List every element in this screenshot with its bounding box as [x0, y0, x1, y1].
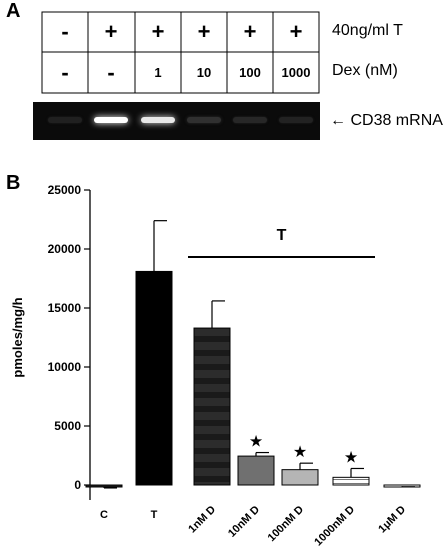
treatment-cell: + — [151, 19, 165, 44]
gel-band-label: ← CD38 mRNA — [330, 112, 443, 130]
gel-band — [94, 117, 128, 123]
gel-band — [187, 117, 221, 123]
significance-star: ★ — [344, 449, 358, 466]
bar — [237, 455, 275, 486]
bar — [332, 476, 370, 486]
treatment-cell: + — [104, 19, 118, 44]
x-tick-label: T — [151, 509, 158, 521]
mrna-label: CD38 mRNA — [350, 112, 443, 129]
bar — [281, 469, 319, 486]
gel-band — [279, 117, 313, 123]
x-tick-label: 1nM D — [186, 504, 218, 536]
y-tick-label: 20000 — [48, 242, 82, 256]
treatment-cell: - — [61, 19, 69, 44]
x-tick-label: 10nM D — [226, 504, 262, 540]
x-tick-label: 100nM D — [266, 504, 307, 545]
gel-band — [141, 117, 175, 123]
y-tick-label: 10000 — [48, 360, 82, 374]
y-tick-label: 0 — [74, 478, 81, 492]
bracket-label: T — [277, 227, 287, 244]
treatment-cell: + — [197, 19, 211, 44]
panel-a-table-grid — [41, 11, 320, 94]
significance-star: ★ — [293, 444, 307, 461]
dex-cell: 1 — [154, 65, 162, 80]
dex-cell: 10 — [196, 65, 212, 80]
gel-band — [233, 117, 267, 123]
dex-cell: 1000 — [281, 65, 311, 80]
bar — [193, 327, 231, 486]
significance-star: ★ — [249, 434, 263, 451]
y-tick-label: 15000 — [48, 301, 82, 315]
panel-a-letter: A — [6, 0, 21, 22]
treatment-row-label: 40ng/ml T — [332, 22, 403, 39]
y-axis-label: pmoles/mg/h — [10, 297, 25, 377]
bar — [85, 484, 123, 488]
y-tick-label: 25000 — [48, 183, 82, 197]
y-tick-label: 5000 — [54, 419, 81, 433]
dex-cell: - — [107, 59, 115, 85]
dex-cell: 100 — [239, 65, 261, 80]
x-tick-label: C — [100, 509, 108, 521]
gel-band — [48, 117, 82, 123]
treatment-cell: + — [243, 19, 257, 44]
dex-cell: - — [61, 59, 69, 85]
panel-b-letter: B — [6, 172, 21, 194]
x-tick-label: 1μM D — [376, 504, 408, 536]
treatment-cell: + — [289, 19, 303, 44]
arrow-left-icon: ← — [330, 112, 351, 129]
x-tick-label: 1000nM D — [312, 504, 357, 549]
dex-row-label: Dex (nM) — [332, 62, 398, 79]
bar — [135, 270, 173, 486]
